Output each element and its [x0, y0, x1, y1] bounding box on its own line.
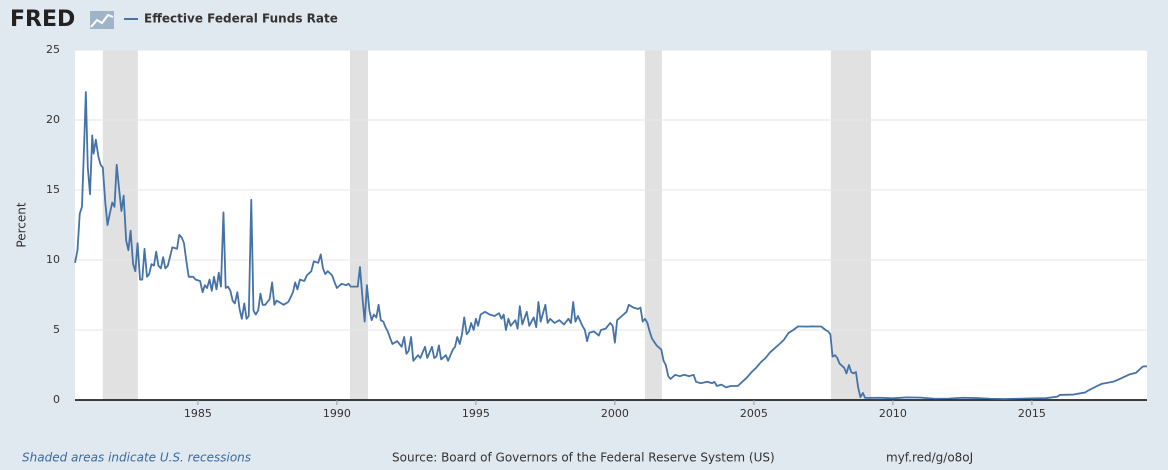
x-tick-label: 1990 — [323, 407, 351, 420]
recession-band — [830, 50, 871, 400]
x-tick-label: 2010 — [879, 407, 907, 420]
link[interactable]: myf.red/g/o8oJ — [886, 451, 973, 465]
recession-band — [349, 50, 369, 400]
y-tick-label: 10 — [46, 253, 60, 266]
x-tick-label: 1995 — [462, 407, 490, 420]
recession-note[interactable]: Shaded areas indicate U.S. recessions — [22, 451, 251, 465]
plot-area — [75, 50, 1147, 400]
x-tick-label: 1985 — [184, 407, 212, 420]
x-tick-label: 2005 — [740, 407, 768, 420]
logo[interactable]: FRED — [10, 7, 75, 32]
y-tick-label: 20 — [46, 113, 60, 126]
logo-icon — [90, 11, 114, 29]
y-tick-label: 5 — [53, 323, 60, 336]
x-tick-label: 2015 — [1018, 407, 1046, 420]
series-line — [74, 91, 1147, 400]
recession-band — [644, 50, 662, 400]
source: Source: Board of Governors of the Federa… — [392, 451, 775, 465]
recession-band — [102, 50, 138, 400]
legend-label: Effective Federal Funds Rate — [144, 12, 338, 26]
y-tick-label: 15 — [46, 183, 60, 196]
y-tick-label: 0 — [53, 393, 60, 406]
y-tick-label: 25 — [46, 43, 60, 56]
x-tick-label: 2000 — [601, 407, 629, 420]
y-axis-label: Percent — [15, 202, 29, 247]
